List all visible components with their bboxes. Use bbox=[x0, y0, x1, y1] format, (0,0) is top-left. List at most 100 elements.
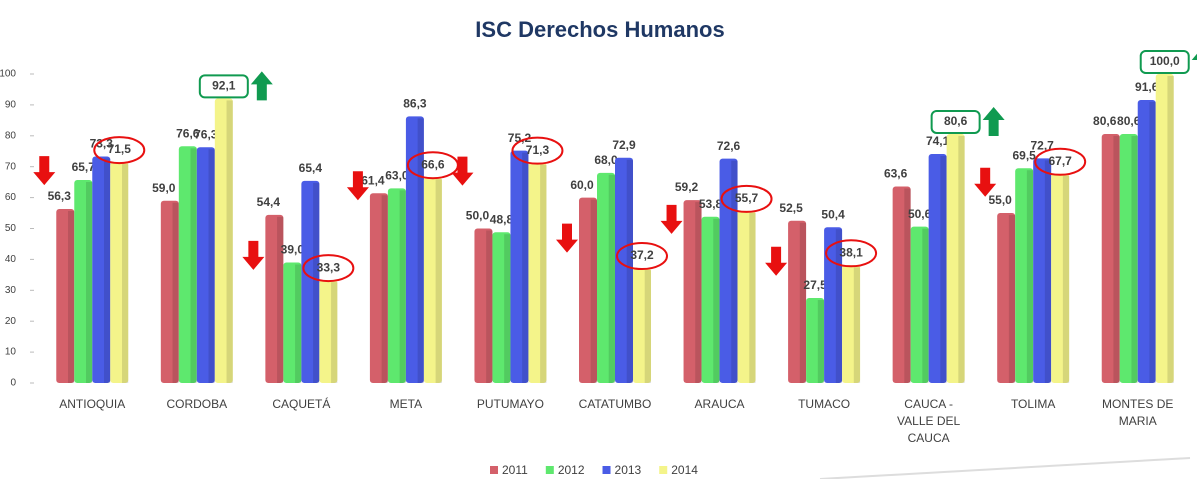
trend-arrow bbox=[33, 156, 56, 186]
bar-shade bbox=[695, 202, 702, 383]
data-label: 52,5 bbox=[779, 201, 803, 215]
x-tick-label: CAQUETÁ bbox=[272, 396, 330, 411]
bar-shade bbox=[190, 148, 197, 383]
data-label: 63,6 bbox=[884, 167, 908, 181]
bar bbox=[701, 216, 720, 383]
bar bbox=[178, 146, 197, 383]
bar bbox=[1101, 133, 1120, 383]
bar-shade bbox=[540, 164, 547, 383]
y-tick-label: 80 bbox=[5, 130, 17, 141]
bar-shade bbox=[1062, 175, 1070, 383]
legend-swatch bbox=[490, 466, 498, 474]
legend-swatch bbox=[659, 466, 668, 474]
bar-shade bbox=[522, 152, 529, 383]
trend-arrow bbox=[451, 156, 474, 186]
data-label: 72,9 bbox=[612, 138, 636, 152]
y-tick-label: 60 bbox=[5, 192, 17, 203]
data-label: 61,4 bbox=[361, 173, 385, 187]
bar-shade bbox=[1149, 101, 1156, 384]
data-label: 50,6 bbox=[908, 207, 932, 221]
trend-arrow bbox=[765, 246, 788, 276]
data-label: 92,1 bbox=[212, 79, 236, 93]
bar bbox=[301, 180, 320, 383]
data-label: 63,0 bbox=[385, 169, 409, 183]
bar bbox=[319, 280, 338, 383]
data-label: 68,0 bbox=[594, 153, 618, 167]
data-label: 38,1 bbox=[839, 245, 863, 259]
label-highlight bbox=[616, 242, 668, 271]
y-tick-label: 0 bbox=[10, 378, 16, 389]
x-tick-label: TUMACO bbox=[798, 397, 850, 411]
bar bbox=[110, 162, 129, 383]
bar-shade bbox=[644, 270, 651, 383]
bar bbox=[92, 156, 111, 383]
trend-arrow bbox=[660, 204, 683, 234]
bar-shade bbox=[1008, 215, 1016, 383]
bar-shade bbox=[226, 100, 233, 383]
data-label: 65,4 bbox=[299, 161, 323, 175]
data-label: 71,5 bbox=[108, 142, 132, 156]
data-label: 60,0 bbox=[570, 178, 594, 192]
data-label: 80,6 bbox=[944, 114, 968, 128]
bar bbox=[579, 197, 597, 383]
bar bbox=[196, 147, 215, 383]
trend-arrow bbox=[556, 223, 578, 253]
x-tick-label: ANTIOQUIA bbox=[59, 397, 125, 411]
legend-label: 2012 bbox=[558, 463, 585, 477]
x-tick-label: CATATUMBO bbox=[579, 397, 652, 411]
bar bbox=[283, 262, 302, 383]
bar-shade bbox=[958, 135, 965, 383]
data-label: 80,6 bbox=[1093, 114, 1117, 128]
bar bbox=[683, 200, 702, 383]
data-label: 55,0 bbox=[989, 193, 1013, 207]
legend-label: 2014 bbox=[671, 463, 698, 477]
bar-shade bbox=[121, 164, 129, 383]
bar bbox=[1033, 158, 1052, 383]
data-label: 59,0 bbox=[152, 181, 176, 195]
bar-shade bbox=[626, 159, 633, 383]
data-label: 72,6 bbox=[717, 139, 741, 153]
data-label: 55,7 bbox=[735, 191, 759, 205]
bar bbox=[910, 226, 929, 383]
trend-arrow bbox=[1191, 53, 1197, 60]
label-highlight bbox=[1139, 50, 1190, 74]
bar-shade bbox=[1113, 135, 1120, 383]
bar-shade bbox=[1167, 76, 1174, 383]
data-label: 74,1 bbox=[926, 134, 950, 148]
bar bbox=[946, 133, 965, 383]
data-label: 65,7 bbox=[72, 160, 96, 174]
legend-swatch bbox=[545, 466, 554, 474]
bar bbox=[265, 214, 284, 383]
bar bbox=[842, 265, 861, 383]
bar bbox=[824, 227, 843, 383]
bar-shade bbox=[331, 282, 338, 383]
data-label: 66,6 bbox=[421, 157, 445, 171]
bar bbox=[510, 150, 529, 383]
bar-shade bbox=[1131, 135, 1138, 383]
bar bbox=[1155, 74, 1174, 383]
bar bbox=[806, 298, 825, 383]
bar-shade bbox=[381, 195, 388, 383]
bar-shade bbox=[67, 211, 75, 383]
label-highlight bbox=[302, 254, 355, 283]
trend-arrow bbox=[982, 106, 1005, 136]
data-label: 37,2 bbox=[630, 248, 654, 262]
bar-shade bbox=[103, 158, 111, 383]
y-tick-label: 100 bbox=[0, 69, 16, 80]
bar bbox=[1015, 168, 1034, 383]
bar bbox=[492, 232, 511, 383]
y-tick-label: 70 bbox=[5, 161, 17, 172]
x-tick-label: ARAUCA bbox=[695, 397, 745, 411]
bar-shade bbox=[731, 160, 738, 383]
bar-shade bbox=[295, 264, 302, 383]
bar-shade bbox=[417, 118, 424, 383]
bar-shade bbox=[853, 267, 861, 383]
bar-shade bbox=[713, 218, 720, 383]
trend-arrow bbox=[346, 171, 369, 201]
bar bbox=[615, 157, 633, 383]
label-highlight bbox=[198, 74, 249, 99]
label-highlight bbox=[511, 136, 564, 165]
y-tick-label: 10 bbox=[5, 347, 17, 358]
y-tick-label: 50 bbox=[5, 223, 17, 234]
